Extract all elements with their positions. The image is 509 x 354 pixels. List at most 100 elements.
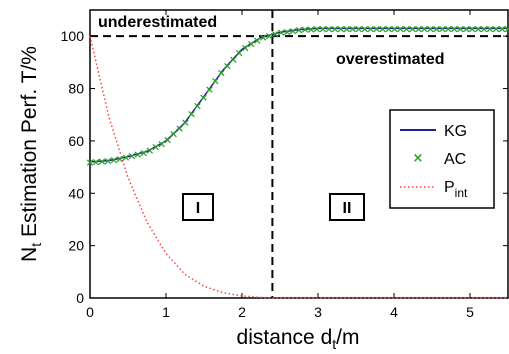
legend-ac-label: AC (444, 151, 466, 168)
y-tick-label: 100 (61, 28, 85, 44)
ac-marker: × (444, 22, 453, 35)
y-tick-label: 40 (68, 185, 84, 201)
ac-marker: × (91, 155, 100, 168)
legend-box (389, 109, 495, 209)
ac-marker: × (462, 22, 471, 35)
ac-marker: × (103, 155, 112, 168)
ac-marker: × (312, 22, 321, 35)
ac-marker: × (348, 22, 357, 35)
ac-marker: × (288, 24, 297, 37)
region-ii-box (329, 193, 365, 221)
ac-marker: × (438, 22, 447, 35)
ac-marker: × (426, 22, 435, 35)
ac-marker: × (169, 128, 178, 141)
ac-marker: × (390, 22, 399, 35)
ac-marker: × (503, 22, 509, 35)
ac-marker: × (408, 22, 417, 35)
ac-marker: × (187, 108, 196, 121)
ac-marker: × (151, 141, 160, 154)
ac-marker: × (366, 22, 375, 35)
ac-marker: × (175, 122, 184, 135)
ac-marker: × (402, 22, 411, 35)
annotation-overestimated: overestimated (336, 51, 445, 68)
legend: KG × AC Pint (389, 109, 495, 209)
x-axis-label: distance dt/m (237, 326, 360, 352)
ac-marker: × (163, 133, 172, 146)
ac-marker: × (330, 22, 339, 35)
ac-marker: × (259, 31, 268, 44)
x-tick-label: 1 (162, 304, 170, 320)
ac-marker: × (318, 22, 327, 35)
ac-marker: × (300, 23, 309, 36)
series-ac-markers: ××××××××××××××××××××××××××××××××××××××××… (85, 22, 509, 169)
ac-marker: × (468, 22, 477, 35)
ac-marker: × (276, 26, 285, 39)
ac-marker: × (414, 22, 423, 35)
ac-marker: × (342, 22, 351, 35)
region-ii-label: II (343, 200, 352, 217)
ac-marker: × (450, 22, 459, 35)
x-axis-ticks: 0 1 2 3 4 5 (86, 10, 474, 320)
ac-marker: × (432, 22, 441, 35)
ac-marker: × (205, 83, 214, 96)
ac-marker: × (480, 22, 489, 35)
ac-marker: × (372, 22, 381, 35)
ac-marker: × (217, 66, 226, 79)
x-tick-label: 5 (466, 304, 474, 320)
ac-marker: × (253, 34, 262, 47)
ac-marker: × (324, 22, 333, 35)
ac-marker: × (247, 38, 256, 51)
ac-marker: × (223, 59, 232, 72)
legend-pint-label: Pint (444, 179, 468, 200)
ac-marker: × (157, 137, 166, 150)
ac-marker: × (97, 155, 106, 168)
y-axis-label: Nt Estimation Perf. T/% (18, 46, 44, 262)
ac-marker: × (354, 22, 363, 35)
ac-marker: × (181, 116, 190, 129)
ac-marker: × (456, 22, 465, 35)
region-i-label: I (196, 200, 200, 217)
region-i-box (182, 193, 214, 221)
ac-marker: × (85, 156, 94, 169)
ac-marker: × (145, 144, 154, 157)
y-axis-ticks: 0 20 40 60 80 100 (61, 28, 508, 306)
legend-kg-label: KG (444, 123, 467, 140)
ac-marker: × (282, 25, 291, 38)
ac-marker: × (109, 154, 118, 167)
ac-marker: × (235, 46, 244, 59)
ac-marker: × (294, 24, 303, 37)
ac-marker: × (139, 146, 148, 159)
ac-marker: × (133, 148, 142, 161)
ac-marker: × (199, 91, 208, 104)
ac-marker: × (360, 22, 369, 35)
ac-marker: × (229, 53, 238, 66)
y-tick-label: 20 (68, 238, 84, 254)
y-tick-label: 80 (68, 81, 84, 97)
ac-marker: × (491, 22, 500, 35)
ac-marker: × (127, 150, 136, 163)
ac-marker: × (497, 22, 506, 35)
ac-marker: × (384, 22, 393, 35)
y-tick-label: 0 (76, 290, 84, 306)
ac-marker: × (336, 22, 345, 35)
ac-marker: × (265, 29, 274, 42)
ac-marker: × (485, 22, 494, 35)
x-tick-label: 4 (390, 304, 398, 320)
ac-marker: × (241, 41, 250, 54)
y-tick-label: 60 (68, 133, 84, 149)
annotation-underestimated: underestimated (98, 14, 217, 31)
ac-marker: × (420, 22, 429, 35)
x-tick-label: 2 (238, 304, 246, 320)
ac-marker: × (396, 22, 405, 35)
ac-marker: × (378, 22, 387, 35)
ac-marker: × (211, 75, 220, 88)
ac-marker: × (115, 152, 124, 165)
legend-ac-swatch: × (413, 151, 424, 166)
ac-marker: × (474, 22, 483, 35)
ac-marker: × (193, 99, 202, 112)
ac-marker: × (121, 151, 130, 164)
ac-marker: × (271, 28, 280, 41)
series-kg-line (89, 27, 508, 163)
x-tick-label: 0 (86, 304, 94, 320)
